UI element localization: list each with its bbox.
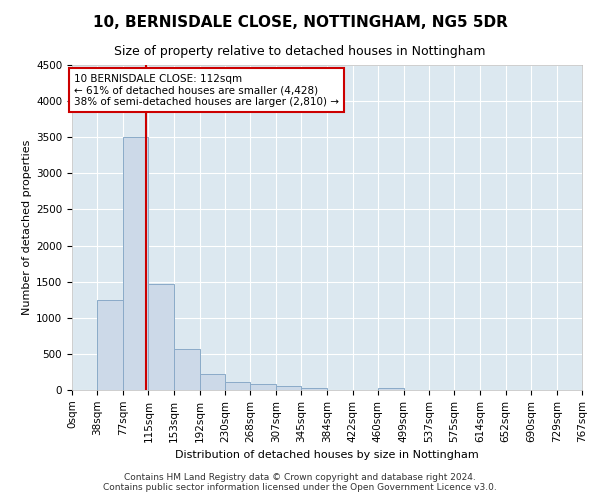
Bar [378,388,404,390]
Bar [301,388,328,390]
Bar [276,386,301,390]
Bar [97,300,123,390]
Text: Size of property relative to detached houses in Nottingham: Size of property relative to detached ho… [114,45,486,58]
Bar [123,137,148,390]
Text: 10 BERNISDALE CLOSE: 112sqm
← 61% of detached houses are smaller (4,428)
38% of : 10 BERNISDALE CLOSE: 112sqm ← 61% of det… [74,74,339,107]
Bar [225,382,250,390]
Bar [250,384,276,390]
X-axis label: Distribution of detached houses by size in Nottingham: Distribution of detached houses by size … [175,450,479,460]
Bar [148,284,174,390]
Bar [200,374,225,390]
Text: Contains HM Land Registry data © Crown copyright and database right 2024.
Contai: Contains HM Land Registry data © Crown c… [103,473,497,492]
Y-axis label: Number of detached properties: Number of detached properties [22,140,32,315]
Bar [174,349,200,390]
Text: 10, BERNISDALE CLOSE, NOTTINGHAM, NG5 5DR: 10, BERNISDALE CLOSE, NOTTINGHAM, NG5 5D… [92,15,508,30]
